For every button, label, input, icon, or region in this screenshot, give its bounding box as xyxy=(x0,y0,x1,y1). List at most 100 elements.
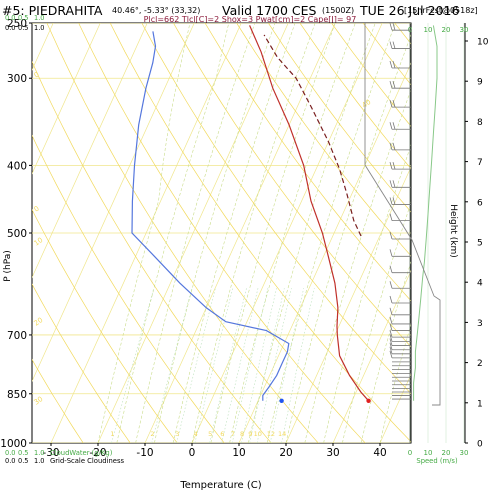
isotherm-line xyxy=(32,23,101,175)
isotherm-line xyxy=(32,23,148,279)
height-tick-label: 4 xyxy=(477,279,483,289)
wind-panel-boundary xyxy=(364,23,441,406)
mixing-ratio-label: 9 xyxy=(248,430,252,438)
valid-date: TUE 26 Jul 2016 xyxy=(360,3,460,18)
station-coords: 40.46°, -5.33° (33,32) xyxy=(112,6,201,15)
wind-barb-flag xyxy=(389,350,393,358)
dry-adiabat xyxy=(268,23,411,213)
mixing-ratio-line xyxy=(151,288,193,443)
mixing-ratio-line xyxy=(111,288,155,443)
speed-tick-top: 20 xyxy=(442,26,451,34)
speed-tick-bottom: 30 xyxy=(460,449,469,457)
cloudiness-top-tick: 1.0 xyxy=(34,24,45,32)
dry-adiabat xyxy=(109,23,411,443)
station-title: #5: PIEDRAHITA xyxy=(2,3,103,18)
moist-adiabat xyxy=(135,23,256,443)
dry-adiabat xyxy=(426,23,500,443)
temperature-line xyxy=(249,25,370,402)
mixing-ratio-line xyxy=(269,288,304,443)
cloudwater-bottom-tick: 0.0 xyxy=(5,449,16,457)
wind-barb-flag xyxy=(389,295,393,304)
moist-adiabat xyxy=(154,23,276,443)
height-tick-label: 2 xyxy=(477,359,483,369)
wind-barb-flag xyxy=(389,334,393,342)
height-tick-label: 8 xyxy=(477,118,483,128)
height-tick-label: 9 xyxy=(477,78,483,88)
valid-zulu: (1500Z) xyxy=(322,6,355,15)
height-tick-label: 7 xyxy=(477,158,483,168)
wind-barb-flag xyxy=(389,307,393,315)
speed-tick-top: 30 xyxy=(460,26,469,34)
dry-adiabat xyxy=(32,208,178,443)
wind-barb-flag xyxy=(392,180,396,188)
wind-barb-flag xyxy=(389,142,393,150)
dry-adiabat xyxy=(490,23,500,443)
cloudwater-bottom-tick: 1.0 xyxy=(34,449,45,457)
mixing-ratio-label: 1 xyxy=(110,430,114,438)
dry-adiabat xyxy=(299,23,411,170)
mixing-ratio-label: 14 xyxy=(278,430,286,438)
mixing-ratio-label: 7 xyxy=(231,430,235,438)
wind-barb-flag xyxy=(389,329,393,338)
height-tick-label: 1 xyxy=(477,399,483,409)
dry-adiabat xyxy=(46,23,319,443)
wind-barb-flag xyxy=(389,231,393,240)
wind-barb-flag xyxy=(389,41,393,49)
isotherm-line xyxy=(238,62,411,443)
dry-adiabat-label: 40 xyxy=(361,98,373,110)
dry-adiabat xyxy=(204,23,411,302)
dry-adiabat xyxy=(32,60,272,443)
isotherm-line xyxy=(32,23,195,383)
wind-barb-flag xyxy=(389,122,393,130)
mixing-ratio-label: 10 xyxy=(254,430,262,438)
moist-adiabat xyxy=(266,23,396,443)
y-tick-label: 300 xyxy=(7,73,27,85)
speed-tick-bottom: 0 xyxy=(408,449,412,457)
surface-temperature-point xyxy=(366,398,371,404)
y-axis-label: P (hPa) xyxy=(3,250,13,282)
y-tick-label: 500 xyxy=(7,228,27,240)
mixing-ratio-line xyxy=(176,288,216,443)
mixing-ratio-line xyxy=(249,288,285,443)
surface-dewpoint-point xyxy=(279,398,284,404)
wind-barb-flag xyxy=(392,142,396,150)
wind-barb-flag xyxy=(389,213,393,221)
wind-barb-flag xyxy=(392,41,396,49)
moist-adiabat xyxy=(342,201,411,443)
speed-tick-bottom: 10 xyxy=(424,449,433,457)
wind-barb-flag xyxy=(389,23,393,31)
wind-barb-flag xyxy=(392,81,396,89)
cloudiness-top-tick: 0.5 xyxy=(18,24,29,32)
mixing-ratio-label: 8 xyxy=(240,430,244,438)
mixing-ratio-label: 3 xyxy=(175,430,179,438)
wind-barb-flag xyxy=(392,23,396,31)
dry-adiabat xyxy=(32,134,225,443)
cloudiness-label: Grid-Scale Cloudiness xyxy=(50,457,124,465)
isotherm-line xyxy=(285,166,411,443)
height-tick-label: 10 xyxy=(477,38,489,48)
wind-barb-flag xyxy=(389,342,393,350)
wind-barb-flag xyxy=(389,81,393,89)
height-tick-label: 0 xyxy=(477,440,483,450)
isotherm-line xyxy=(0,23,6,443)
wind-barb-flag xyxy=(389,162,393,170)
mixing-ratio-label: 5 xyxy=(208,430,212,438)
cloudwater-top-tick: 0.0 xyxy=(5,14,16,22)
mixing-ratio-label: 12 xyxy=(267,430,275,438)
isotherm-line xyxy=(427,23,500,443)
moist-adiabat xyxy=(116,23,230,443)
cloudiness-bottom-tick: 0.5 xyxy=(18,457,29,465)
cloudwater-label: CloudWater (g/Kg) xyxy=(50,449,113,457)
isotherm-line xyxy=(50,23,242,443)
dewpoint-line xyxy=(131,31,290,401)
x-tick-label: 40 xyxy=(373,447,386,459)
isotherm-line xyxy=(97,23,289,443)
x-tick-label: -30 xyxy=(42,447,59,459)
moist-adiabat xyxy=(172,23,296,443)
moist-adiabat xyxy=(191,23,316,443)
cloudwater-top-tick: 1.0 xyxy=(34,14,45,22)
wind-barb-flag xyxy=(389,100,393,108)
